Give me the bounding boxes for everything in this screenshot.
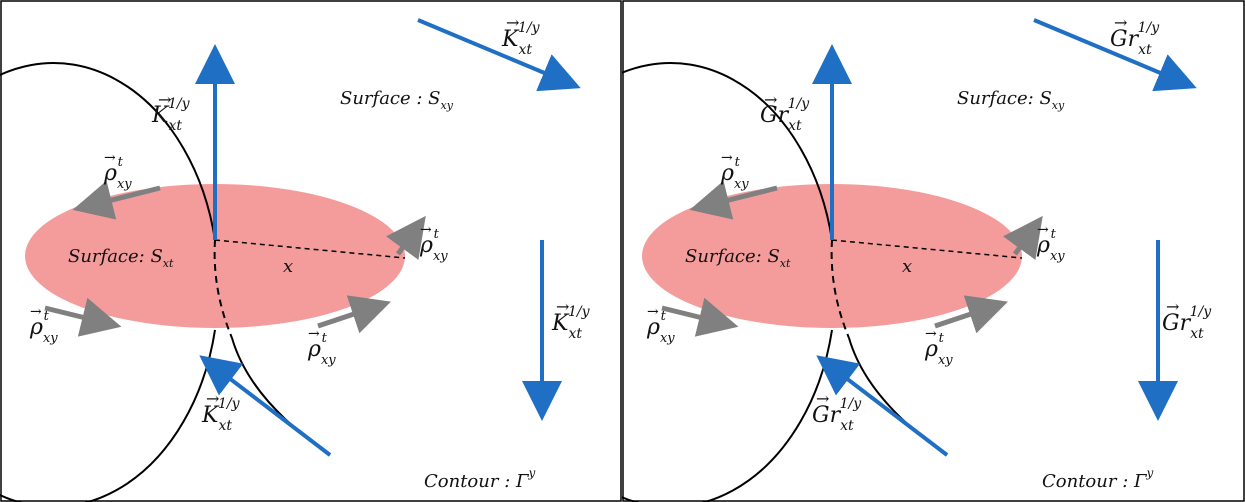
svg-text:→: → [816, 389, 829, 408]
blue-arrow-bottom [199, 355, 332, 457]
diagram-svg-right: x Grxt1/y → Grxt1/y → Grxt1/y → Grxt1/y … [622, 0, 1245, 502]
field-label-right: Kxt1/y → [551, 297, 591, 342]
gray-arrow-bottom-left [44, 297, 122, 337]
svg-text:→: → [206, 389, 219, 408]
contour-ellipse [622, 62, 833, 502]
gray-arrow-right [1003, 215, 1043, 260]
svg-text:→: → [30, 304, 42, 320]
svg-text:Kxt1/y: Kxt1/y [501, 20, 541, 58]
rho-label-right: ρxyt → [1036, 222, 1065, 264]
field-label-bottom: Grxt1/y → [812, 389, 862, 434]
svg-text:Grxt1/y: Grxt1/y [1162, 304, 1212, 342]
radius-label: x [902, 256, 912, 277]
rho-label-bottom: ρxyt → [307, 326, 336, 368]
gray-arrow-bottom [934, 295, 1008, 334]
contour-label: Contour : Γy [424, 466, 535, 492]
svg-text:ρxyt: ρxyt [29, 309, 58, 346]
panel-border [622, 0, 1245, 502]
gray-arrow-bottom-left [661, 297, 739, 337]
svg-text:→: → [721, 150, 733, 166]
svg-text:ρxyt: ρxyt [720, 155, 749, 192]
svg-text:Kxt1/y: Kxt1/y [551, 304, 591, 342]
field-label-top: Kxt1/y → [501, 13, 541, 58]
field-label-bottom: Kxt1/y → [201, 389, 241, 434]
contour-hidden-segment [213, 239, 233, 339]
field-label-right: Grxt1/y → [1162, 297, 1212, 342]
svg-text:ρxyt: ρxyt [419, 227, 448, 264]
blue-arrow-bottom [816, 355, 949, 457]
rho-label-bottom-left: ρxyt → [29, 304, 58, 346]
rho-label-right: ρxyt → [419, 222, 448, 264]
surface-xy-label: Surface : Sxy [340, 88, 454, 112]
field-label-up: Kxt1/y → [151, 90, 191, 134]
svg-text:ρxyt: ρxyt [103, 155, 132, 192]
diagram-svg-left: x Kxt1/y → Kxt1/y → Kxt1/y → Kxt1/y → [0, 0, 622, 502]
svg-text:→: → [556, 297, 569, 316]
svg-text:→: → [925, 326, 937, 342]
svg-text:ρxyt: ρxyt [924, 331, 953, 368]
gray-arrow-top-left [689, 180, 778, 220]
svg-text:→: → [308, 326, 320, 342]
surface-xt-label: Surface: Sxt [68, 246, 174, 270]
diagram-panel-left: x Kxt1/y → Kxt1/y → Kxt1/y → Kxt1/y → [0, 0, 622, 502]
svg-text:→: → [158, 90, 171, 109]
svg-text:ρxyt: ρxyt [1036, 227, 1065, 264]
svg-text:→: → [1114, 13, 1127, 32]
blue-arrow-top [417, 18, 581, 92]
rho-label-top-left: ρxyt → [103, 150, 132, 192]
svg-text:→: → [1037, 222, 1049, 238]
panel-border [0, 0, 622, 502]
field-label-up: Grxt1/y → [760, 90, 810, 134]
svg-text:→: → [420, 222, 432, 238]
svg-text:→: → [1166, 297, 1179, 316]
svg-text:Grxt1/y: Grxt1/y [812, 396, 862, 434]
svg-text:Grxt1/y: Grxt1/y [760, 96, 810, 134]
contour-hidden-segment [830, 239, 850, 339]
rho-label-top-left: ρxyt → [720, 150, 749, 192]
field-label-top: Grxt1/y → [1110, 13, 1160, 58]
surface-xy-label: Surface: Sxy [957, 88, 1065, 112]
radius-line [214, 239, 406, 259]
svg-text:→: → [506, 13, 519, 32]
svg-text:→: → [647, 304, 659, 320]
radius-label: x [283, 256, 293, 277]
contour-label: Contour : Γy [1042, 466, 1153, 492]
rho-label-bottom-left: ρxyt → [646, 304, 675, 346]
gray-arrow-top-left [72, 180, 161, 220]
gray-arrow-bottom [317, 295, 391, 334]
svg-text:→: → [764, 90, 777, 109]
gray-arrow-right [386, 215, 426, 260]
svg-text:→: → [104, 150, 116, 166]
surface-xt-label: Surface: Sxt [685, 246, 791, 270]
svg-text:Grxt1/y: Grxt1/y [1110, 20, 1160, 58]
rho-label-bottom: ρxyt → [924, 326, 953, 368]
svg-text:ρxyt: ρxyt [307, 331, 336, 368]
diagram-panel-right: x Grxt1/y → Grxt1/y → Grxt1/y → Grxt1/y … [622, 0, 1245, 502]
svg-text:Kxt1/y: Kxt1/y [201, 396, 241, 434]
blue-arrow-top [1033, 18, 1197, 92]
svg-text:Kxt1/y: Kxt1/y [151, 96, 191, 134]
svg-text:ρxyt: ρxyt [646, 309, 675, 346]
contour-ellipse [0, 62, 216, 502]
radius-line [831, 239, 1023, 259]
